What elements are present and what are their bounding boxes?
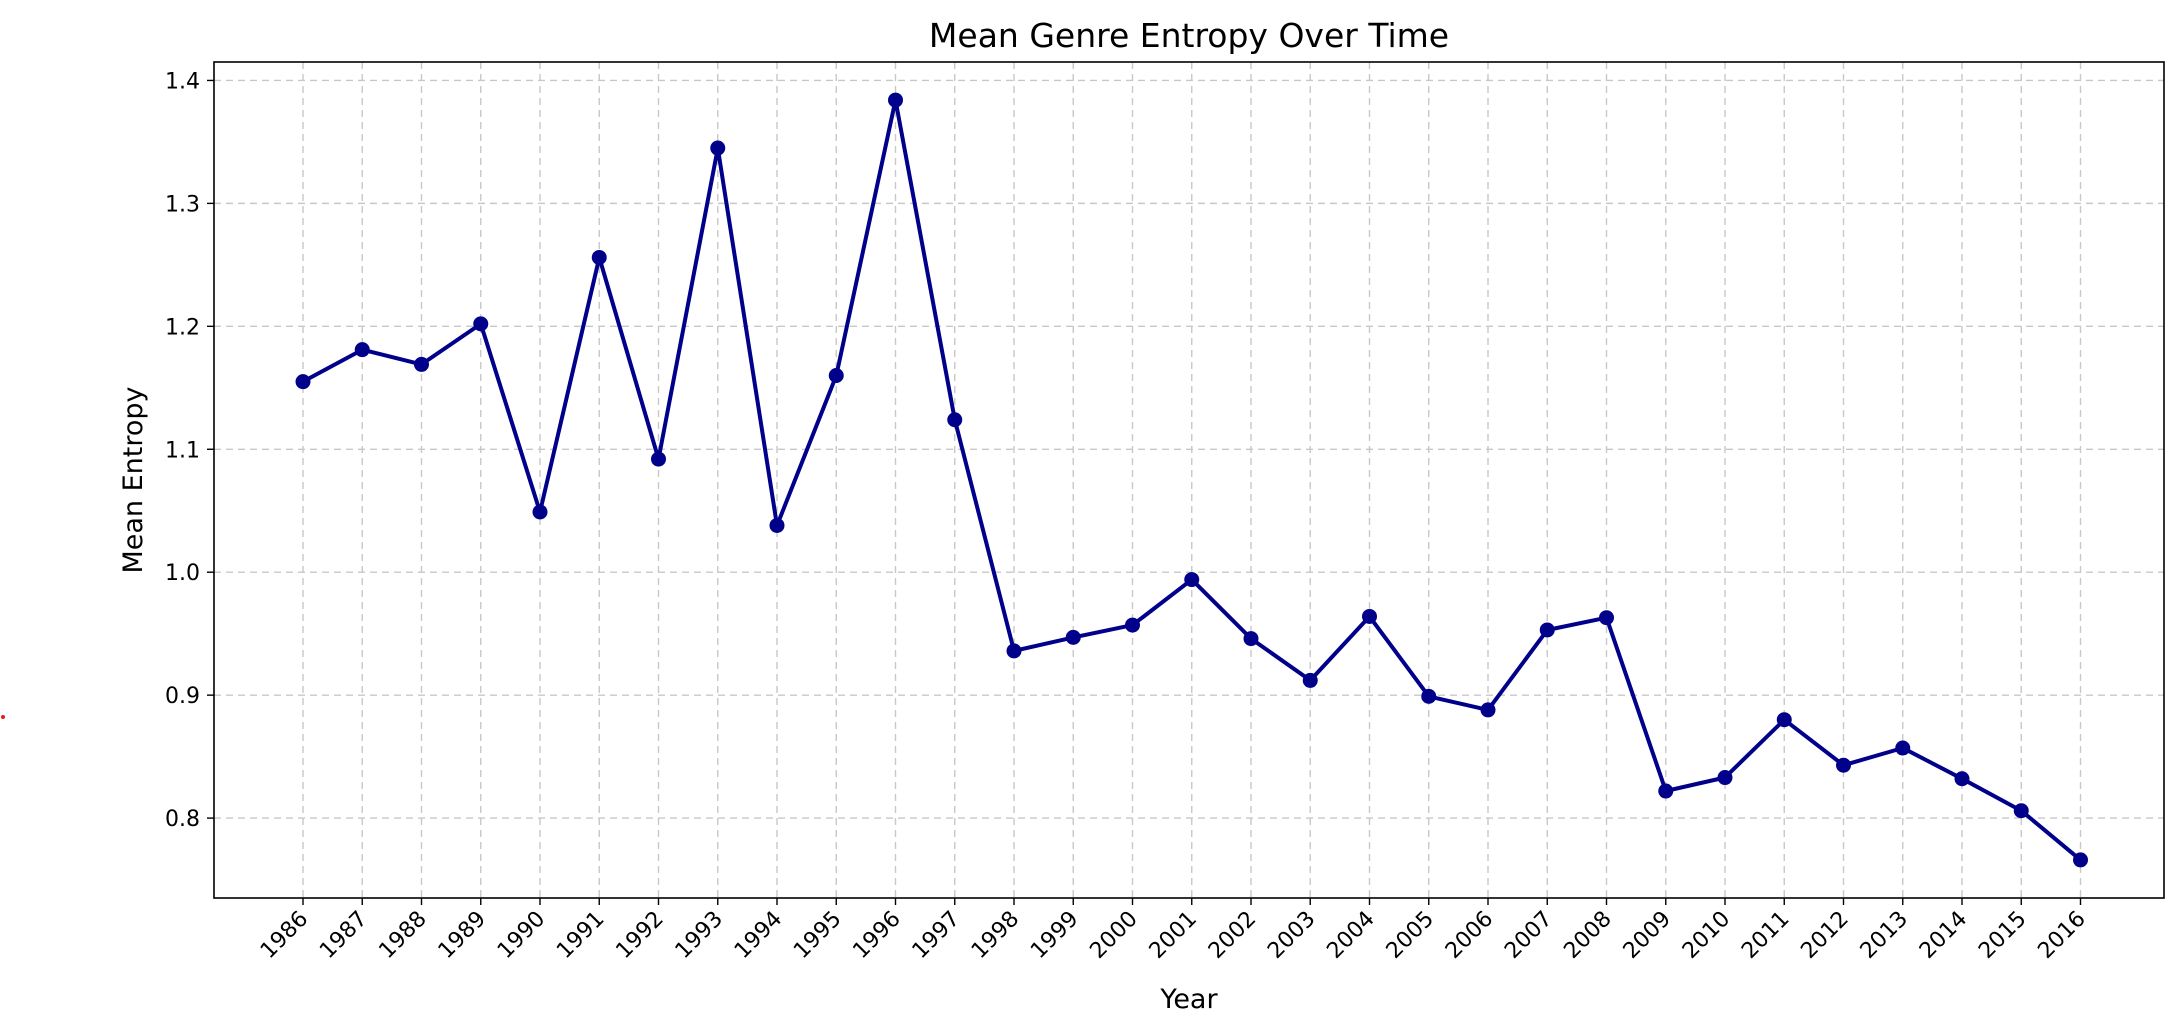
data-point <box>1776 712 1792 728</box>
y-tick-label: 0.8 <box>165 807 200 832</box>
x-axis-title: Year <box>1159 984 1218 1015</box>
x-tick-label: 2012 <box>1796 907 1853 964</box>
data-point <box>1421 688 1437 704</box>
x-tick-label: 1993 <box>671 907 728 964</box>
x-tick-label: 2014 <box>1915 907 1972 964</box>
y-tick-label: 0.9 <box>165 684 200 709</box>
x-tick-label: 1996 <box>848 907 905 964</box>
x-tick-label: 1999 <box>1026 907 1083 964</box>
data-point <box>295 374 311 390</box>
series-polyline <box>302 98 2082 862</box>
x-tick-label: 2000 <box>1085 907 1142 964</box>
data-point <box>888 92 903 108</box>
x-tick-label: 2004 <box>1322 907 1379 964</box>
x-tick-label: 2007 <box>1500 907 1557 964</box>
data-point <box>1895 740 1911 756</box>
data-point <box>2073 852 2088 868</box>
x-tick-label: 2005 <box>1382 907 1439 964</box>
data-point <box>473 316 489 332</box>
data-point <box>1658 783 1674 799</box>
chart-title: Mean Genre Entropy Over Time <box>929 16 1449 55</box>
data-point <box>1243 631 1259 647</box>
data-point <box>651 451 666 467</box>
x-tick-label: 2006 <box>1441 907 1498 964</box>
y-tick-label: 1.1 <box>165 438 200 463</box>
data-point <box>710 140 726 156</box>
x-tick-label: 1994 <box>730 907 787 964</box>
x-tick-label: 1990 <box>493 907 550 964</box>
data-point <box>1125 617 1140 633</box>
data-point <box>591 249 607 265</box>
data-point <box>1599 610 1614 626</box>
data-point <box>947 412 963 428</box>
x-tick-label: 1995 <box>789 907 846 964</box>
x-tick-label: 2015 <box>1974 907 2031 964</box>
x-tick-label: 2010 <box>1678 907 1735 964</box>
y-axis-title: Mean Entropy <box>118 386 149 573</box>
x-tick-label: 1991 <box>552 907 609 964</box>
data-point <box>354 342 370 358</box>
data-point <box>1184 572 1200 588</box>
x-tick-label: 2009 <box>1619 907 1676 964</box>
x-tick-label: 2011 <box>1737 907 1794 964</box>
x-tick-label: 2008 <box>1559 907 1616 964</box>
x-tick-label: 1989 <box>434 907 491 964</box>
data-point <box>1717 770 1733 786</box>
y-tick-label: 1.2 <box>165 315 200 340</box>
x-tick-label: 2016 <box>2033 907 2090 964</box>
x-tick-label: 1988 <box>374 907 431 964</box>
data-point <box>1006 643 1022 659</box>
y-tick-label: 1.3 <box>165 192 200 217</box>
data-point <box>2013 803 2029 819</box>
data-point <box>1302 672 1318 688</box>
red-dot-marker <box>1 715 5 719</box>
plot-frame <box>213 61 2165 899</box>
x-tick-label: 1998 <box>967 907 1024 964</box>
data-point <box>1836 757 1851 773</box>
x-tick-label: 2002 <box>1204 907 1261 964</box>
x-tick-label: 2003 <box>1263 907 1320 964</box>
data-point <box>1480 702 1496 718</box>
x-tick-label: 1997 <box>908 907 965 964</box>
grid <box>214 62 2164 898</box>
data-point <box>1954 771 1970 787</box>
data-point <box>1362 608 1377 624</box>
x-tick-label: 1987 <box>315 907 372 964</box>
data-point <box>1539 622 1555 638</box>
data-point <box>769 517 785 533</box>
series-line <box>295 92 2088 868</box>
data-point <box>532 504 548 520</box>
x-tick-label: 2013 <box>1856 907 1913 964</box>
y-tick-label: 1.0 <box>165 561 200 586</box>
x-tick-label: 1986 <box>256 907 313 964</box>
data-point <box>414 356 429 372</box>
x-tick-label: 1992 <box>611 907 668 964</box>
data-point <box>828 368 844 383</box>
y-tick-label: 1.4 <box>165 69 200 94</box>
data-point <box>1065 629 1081 645</box>
x-tick-label: 2001 <box>1145 907 1202 964</box>
